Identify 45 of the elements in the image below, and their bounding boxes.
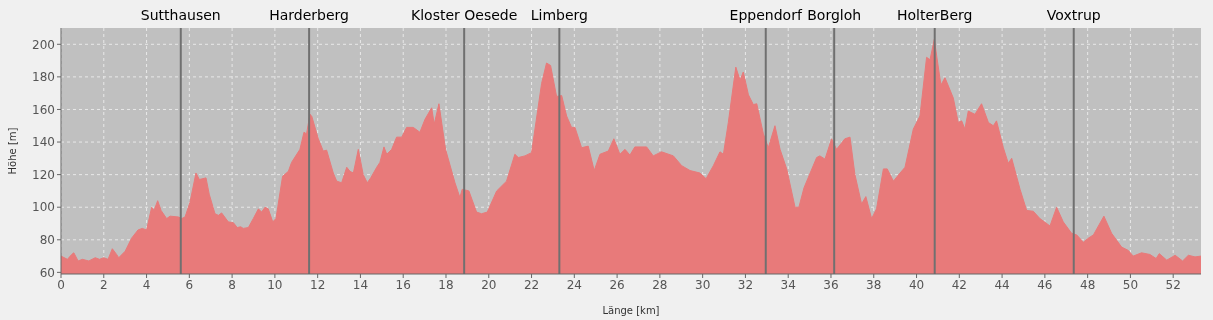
y-axis-title: Höhe [m] <box>6 127 18 175</box>
y-tick-label: 60 <box>39 265 55 280</box>
y-tick-label: 80 <box>39 233 55 248</box>
x-tick-label: 10 <box>267 277 283 292</box>
y-tick-label: 100 <box>32 200 55 215</box>
y-tick-label: 200 <box>32 37 55 52</box>
ref-line-label: Harderberg <box>269 7 349 23</box>
x-tick-label: 26 <box>609 277 625 292</box>
x-tick-label: 20 <box>481 277 497 292</box>
x-tick-label: 30 <box>695 277 711 292</box>
x-tick-label: 16 <box>395 277 411 292</box>
x-tick-label: 28 <box>652 277 668 292</box>
y-tick-label: 140 <box>32 135 55 150</box>
x-tick-label: 14 <box>352 277 369 292</box>
x-tick-label: 4 <box>142 277 151 292</box>
ref-line-label: HolterBerg <box>896 7 973 23</box>
x-tick-label: 50 <box>1122 277 1139 292</box>
x-tick-label: 32 <box>737 277 754 292</box>
x-tick-label: 44 <box>994 277 1010 292</box>
y-tick-label: 120 <box>32 167 55 182</box>
x-tick-label: 46 <box>1037 277 1053 292</box>
x-tick-label: 34 <box>780 277 796 292</box>
y-tick-label: 160 <box>32 102 55 117</box>
x-tick-label: 38 <box>866 277 882 292</box>
x-tick-label: 2 <box>99 277 108 292</box>
ref-line-label: Voxtrup <box>1046 7 1101 23</box>
x-tick-label: 48 <box>1080 277 1096 292</box>
x-tick-label: 24 <box>566 277 582 292</box>
x-tick-label: 42 <box>951 277 967 292</box>
x-tick-label: 40 <box>908 277 925 292</box>
ref-line-label: Kloster Oesede <box>411 7 518 23</box>
ref-line-label: Eppendorf <box>729 7 803 23</box>
x-tick-label: 18 <box>438 277 454 292</box>
ref-line-label: Borgloh <box>807 7 862 23</box>
x-tick-label: 6 <box>185 277 194 292</box>
x-tick-label: 22 <box>523 277 540 292</box>
y-tick-label: 180 <box>32 70 55 85</box>
ref-line-label: Limberg <box>530 7 588 23</box>
x-tick-label: 36 <box>823 277 839 292</box>
x-axis-title: Länge [km] <box>602 305 660 316</box>
x-tick-label: 12 <box>310 277 326 292</box>
ref-line-label: Sutthausen <box>140 7 221 23</box>
x-tick-label: 8 <box>228 277 236 292</box>
x-tick-label: 52 <box>1165 277 1181 292</box>
x-tick-label: 0 <box>57 277 65 292</box>
